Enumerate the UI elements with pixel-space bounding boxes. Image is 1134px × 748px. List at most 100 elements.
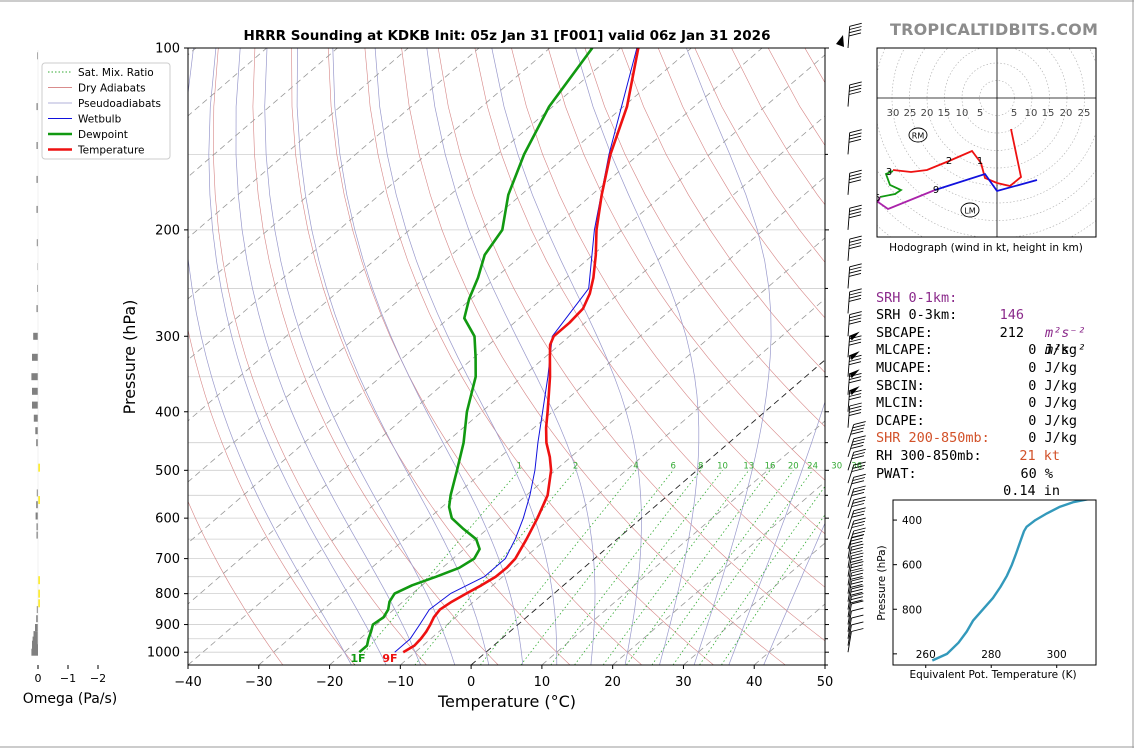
wind-barb — [847, 507, 866, 530]
stat-label: DCAPE: — [876, 412, 925, 429]
wind-barb — [847, 561, 864, 586]
pseudoadiabat-line — [332, 48, 524, 665]
wind-barb-flag — [849, 81, 862, 86]
wind-barb-staff — [847, 239, 851, 261]
omega-bar — [35, 624, 38, 631]
isotherm-line — [258, 176, 825, 665]
wind-barb-flag — [849, 211, 862, 216]
wind-barb-staff — [847, 580, 852, 602]
omega-bar — [36, 239, 38, 247]
hodo-height-3: 3 — [886, 167, 892, 178]
wind-barb-flag — [849, 204, 862, 209]
omega-bar — [33, 332, 38, 340]
dry-adiabat-line — [364, 48, 714, 665]
theta-y-tick-label: 800 — [902, 604, 922, 616]
theta-e-frame — [892, 499, 1097, 666]
stat-row-mucape: MUCAPE: 0 J/kg — [876, 342, 1077, 394]
isotherm-line — [188, 48, 692, 483]
stat-label: SBCIN: — [876, 377, 925, 394]
x-tick-label: 10 — [534, 675, 551, 690]
wind-barb-staff — [847, 488, 855, 508]
wind-barb-flag — [851, 552, 864, 557]
stat-row-dcape: DCAPE: 0 J/kg — [876, 395, 1077, 447]
isotherm-line — [188, 48, 763, 544]
wind-barb-flag — [848, 32, 862, 37]
mixing-ratio-line — [672, 470, 813, 665]
wind-barb-flag — [851, 577, 864, 582]
omega-bar — [36, 175, 38, 183]
stats-table: SRH 0-1km: 146 m²s⁻² SRH 0-3km: 212 m²s⁻… — [876, 272, 1086, 500]
wind-barb-flag — [849, 207, 862, 212]
stat-label: MUCAPE: — [876, 359, 933, 376]
dewpoint-line — [358, 48, 594, 654]
omega-bar — [36, 305, 38, 313]
stat-row-pwat: PWAT: 0.14 in — [876, 448, 1077, 500]
wind-barb-staff — [847, 26, 851, 49]
wind-barb-flag — [852, 530, 866, 535]
wind-barb-flag — [852, 488, 866, 493]
omega-bar — [36, 523, 38, 531]
wind-barb-flag — [853, 507, 866, 512]
wind-barb-staff — [847, 530, 855, 550]
theta-e-panel: 260 280 300 400 600 800 Equivalent Pot. Tempe… — [876, 499, 1097, 681]
isotherm-line — [188, 115, 825, 665]
stat-value: 0 J/kg — [1028, 377, 1077, 394]
hodo-trace-3-6km — [879, 170, 903, 198]
omega-tick-label: 0 — [35, 672, 42, 685]
legend-label-pseudoadiabats: Pseudoadiabats — [78, 98, 161, 110]
skewt-axes-frame — [187, 47, 826, 666]
wind-barb — [847, 369, 862, 395]
x-tick-label: 30 — [675, 675, 692, 690]
wind-barb-flag — [849, 291, 862, 296]
wind-barb-staff — [847, 355, 851, 377]
wind-barb-flag — [850, 537, 864, 542]
stat-value: 0 J/kg — [1028, 412, 1077, 429]
wind-barb — [847, 22, 862, 49]
stat-row-srh03: SRH 0-3km: 212 m²s⁻² — [876, 290, 1086, 358]
wind-barb-staff — [847, 266, 851, 289]
p-tick-label: 900 — [155, 618, 180, 633]
stat-label: RH 300-850mb: — [876, 447, 982, 464]
wind-barb-staff — [847, 618, 852, 639]
hodo-right-mover: RM — [912, 132, 925, 141]
hodo-ring-label: 10 — [956, 108, 969, 119]
omega-dgz-marker — [38, 576, 40, 585]
p-tick-label: 400 — [155, 405, 180, 420]
dry-adiabat-line — [188, 327, 355, 665]
pseudoadiabat-line — [763, 522, 825, 665]
wind-barb-flag — [850, 567, 863, 572]
wind-barb-flag — [849, 294, 862, 299]
stat-value: 0 J/kg — [1028, 395, 1077, 412]
wind-barb-staff — [847, 596, 852, 618]
wind-barb-flag — [850, 558, 863, 563]
wind-barb — [847, 496, 866, 519]
wind-barb-staff — [847, 547, 852, 568]
wind-barb-staff — [847, 572, 852, 594]
wind-barb — [847, 473, 866, 496]
wind-barb-flag — [851, 607, 864, 612]
surface-dewpoint-label: 1F — [350, 652, 365, 665]
wind-barb-flag — [849, 317, 862, 322]
wind-barb-flag — [850, 564, 864, 569]
p-tick-label: 200 — [155, 223, 180, 238]
mixing-ratio-label: 24 — [807, 461, 818, 471]
wind-barb-flag — [849, 408, 862, 413]
wind-barb-staff — [847, 477, 855, 496]
wind-barb-flag — [849, 84, 862, 89]
hodo-ring-label: 15 — [938, 108, 951, 119]
p-tick-label: 800 — [155, 587, 180, 602]
mixing-ratio-label: 4 — [633, 461, 638, 471]
mixing-ratio-label: 8 — [698, 461, 703, 471]
wind-barb — [847, 235, 862, 261]
legend-label-temperature: Temperature — [77, 145, 145, 157]
hodo-left-mover: LM — [964, 207, 975, 216]
omega-bar — [33, 631, 38, 639]
wind-barb-flag — [852, 477, 866, 481]
skewt-panel: HRRR Sounding at KDKB Init: 05z Jan 31 [… — [41, 22, 866, 711]
omega-bar — [37, 52, 38, 60]
pseudoadiabat-line — [728, 400, 825, 665]
wind-barb-staff — [847, 499, 855, 519]
p-tick-label: 100 — [155, 42, 180, 57]
x-tick-label: −40 — [174, 675, 201, 690]
wind-barb-staff — [847, 438, 855, 457]
